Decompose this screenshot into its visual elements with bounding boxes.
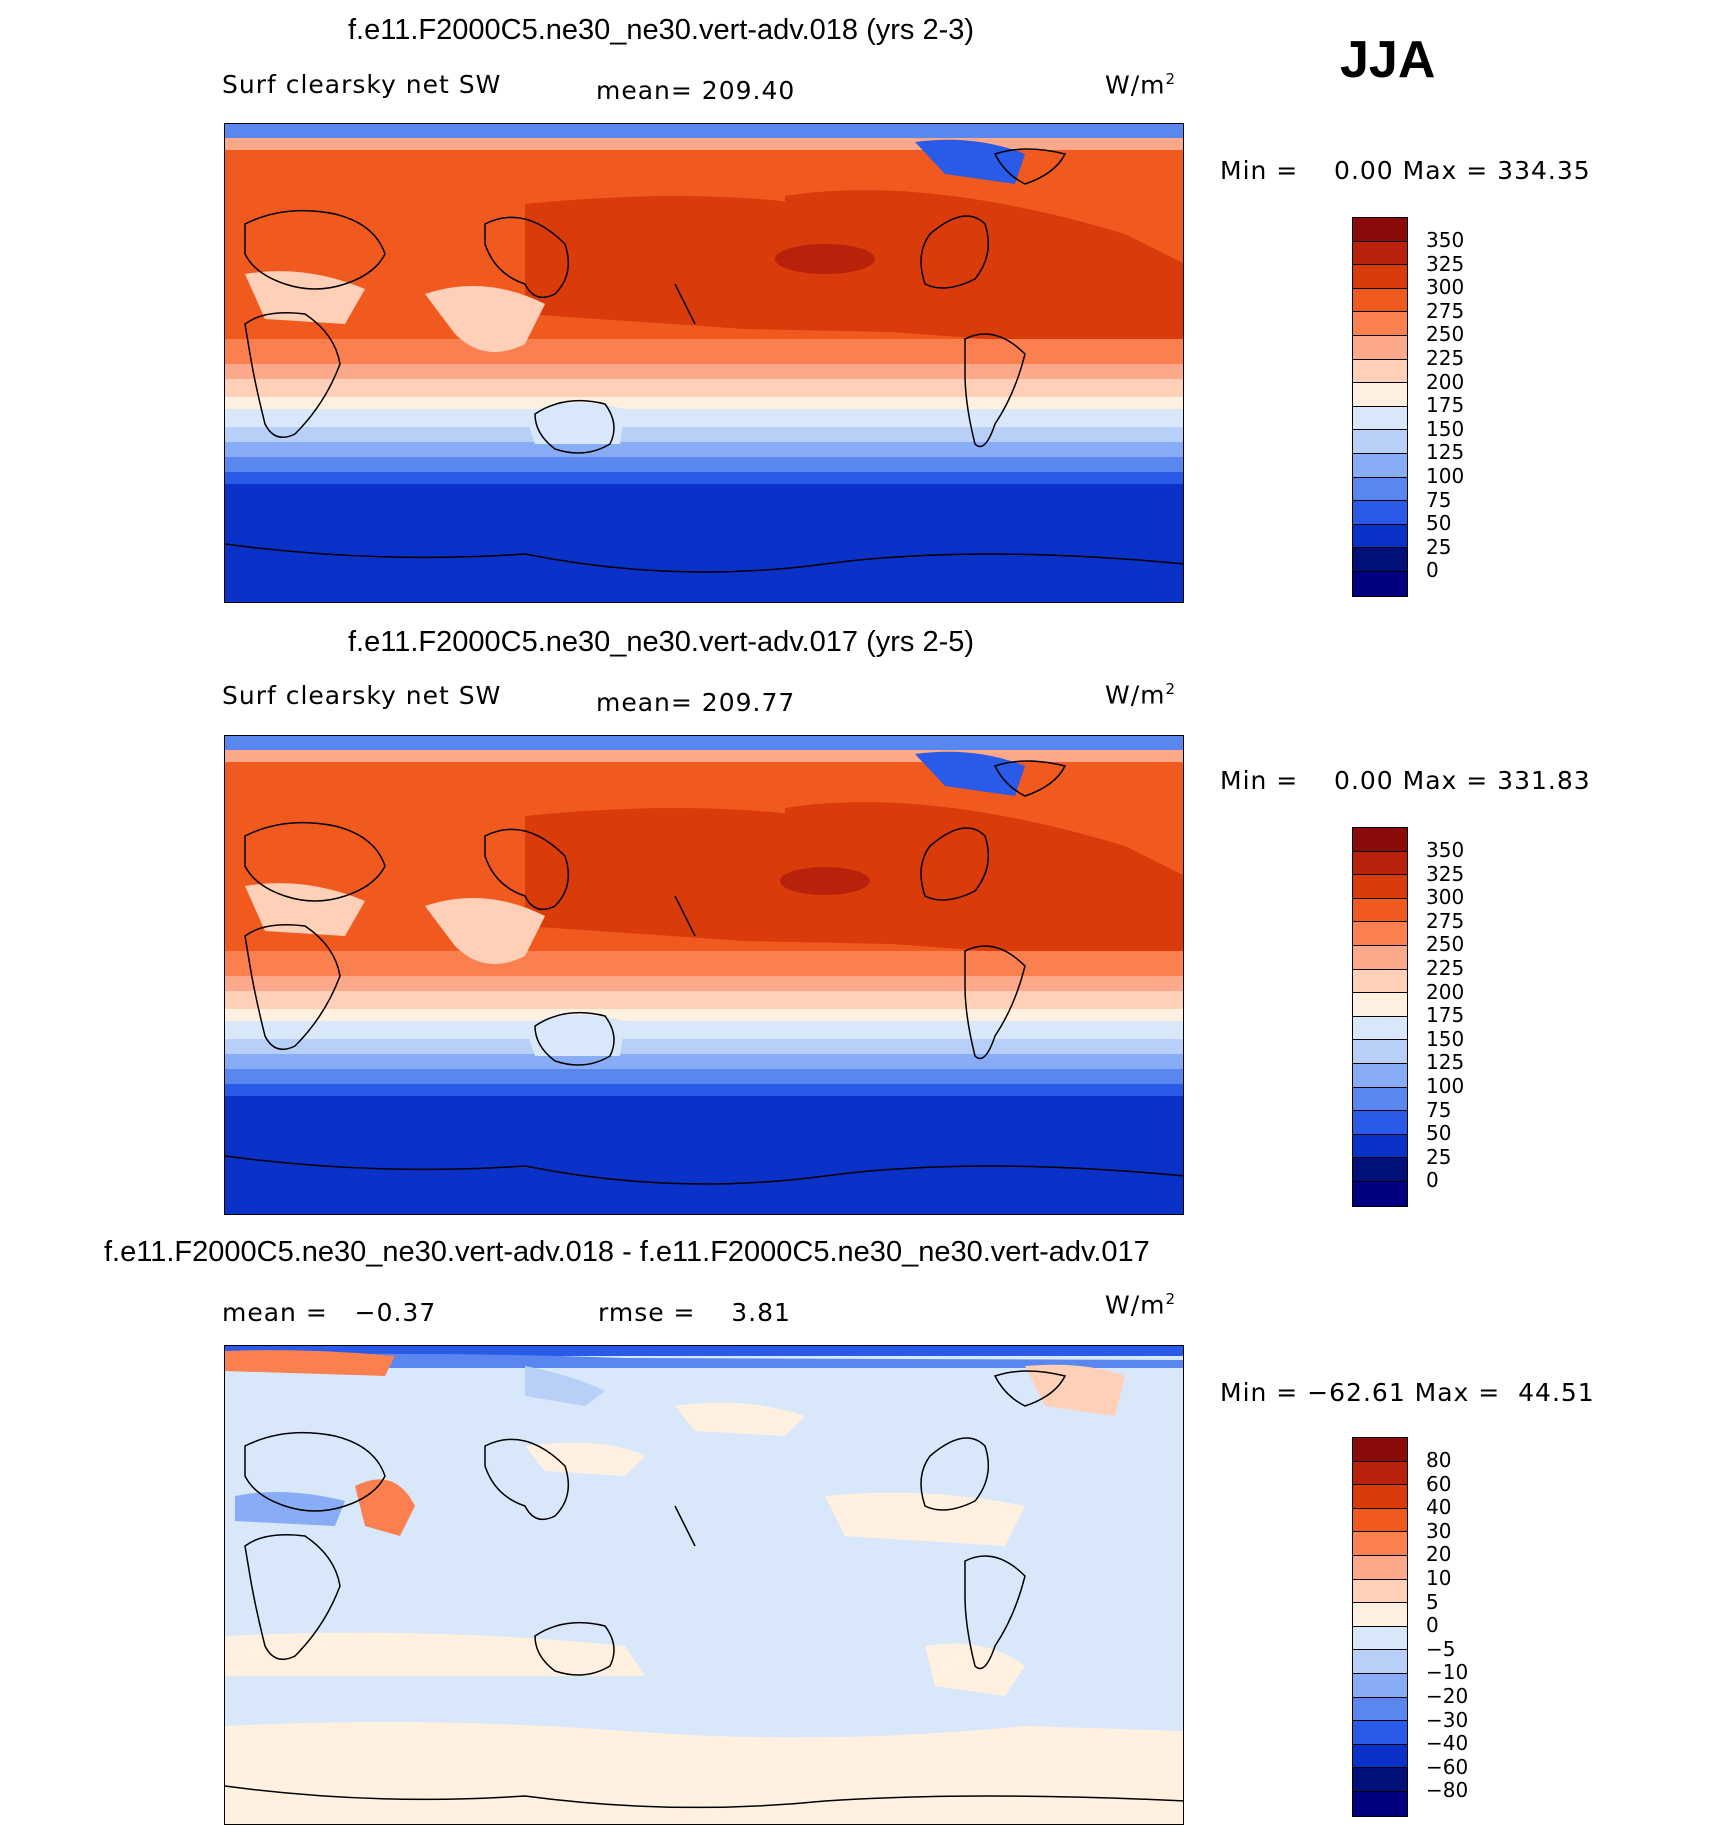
panel-1-units-label: W/m2 [1105, 70, 1177, 100]
panel-2-variable-label: Surf clearsky net SW [222, 681, 502, 710]
panel-1-map [224, 123, 1184, 603]
panel-1-mean-label: mean= 209.40 [596, 76, 796, 105]
panel-1-colorbar-ticks: 350 325 300 275 250 225 200 175 150 125 100 75… [1426, 228, 1465, 583]
panel-2-title: f.e11.F2000C5.ne30_ne30.vert-adv.017 (yr… [348, 626, 975, 658]
panel-1-variable-label: Surf clearsky net SW [222, 70, 502, 99]
panel-3-minmax-label: Min = −62.61 Max = 44.51 [1220, 1378, 1595, 1407]
panel-3-mean-label: mean = −0.37 [222, 1298, 437, 1327]
panel-1-contour-field [225, 124, 1183, 602]
panel-3-colorbar [1352, 1437, 1408, 1817]
panel-1-colorbar [1352, 217, 1408, 597]
panel-2-colorbar [1352, 827, 1408, 1207]
panel-3-rmse-label: rmse = 3.81 [598, 1298, 791, 1327]
panel-2-contour-field [225, 736, 1183, 1214]
panel-2-units-label: W/m2 [1105, 680, 1177, 710]
panel-3-title: f.e11.F2000C5.ne30_ne30.vert-adv.018 - f… [104, 1236, 1150, 1268]
panel-3-contour-field [225, 1346, 1183, 1824]
panel-2-minmax-label: Min = 0.00 Max = 331.83 [1220, 766, 1591, 795]
panel-2-colorbar-ticks: 350 325 300 275 250 225 200 175 150 125 100 75… [1426, 838, 1465, 1193]
season-label: JJA [1340, 31, 1436, 89]
panel-2-mean-label: mean= 209.77 [596, 688, 796, 717]
panel-2-map [224, 735, 1184, 1215]
panel-3-map [224, 1345, 1184, 1825]
panel-1-minmax-label: Min = 0.00 Max = 334.35 [1220, 156, 1591, 185]
panel-1-title: f.e11.F2000C5.ne30_ne30.vert-adv.018 (yr… [348, 14, 975, 46]
panel-3-units-label: W/m2 [1105, 1290, 1177, 1320]
